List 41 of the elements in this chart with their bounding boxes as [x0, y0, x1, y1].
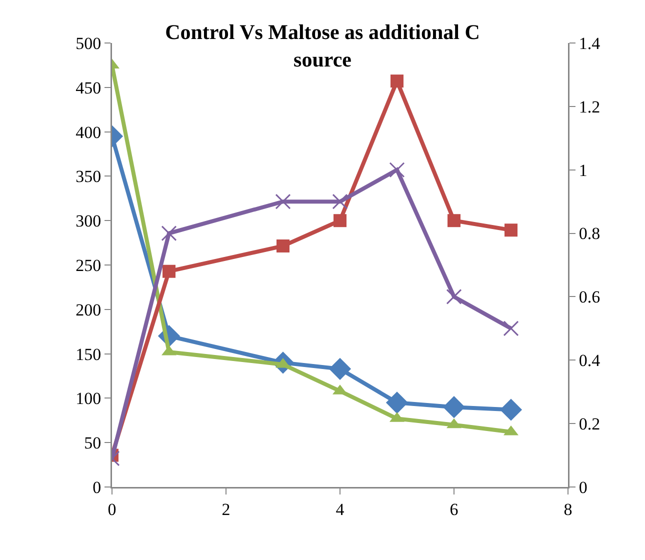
y-tick-label: 0: [92, 478, 102, 497]
y2-tick-label: 0: [578, 478, 588, 497]
y2-tick-label: 1.2: [578, 97, 600, 116]
point: [446, 288, 462, 304]
point: [442, 396, 466, 418]
y-tick-label: 150: [76, 344, 102, 364]
point: [390, 74, 404, 88]
y2-tick-label: 1: [578, 160, 588, 180]
point: [161, 226, 177, 242]
point: [500, 398, 522, 421]
y-tick-label: 50: [84, 434, 102, 453]
point: [503, 320, 519, 336]
point: [504, 224, 518, 237]
y-tick-label: 250: [76, 256, 102, 275]
point: [328, 358, 352, 380]
x-tick-label: 2: [222, 500, 230, 519]
y-tick-label: 400: [76, 122, 102, 142]
point: [448, 214, 460, 228]
y-tick-label: 500: [76, 34, 102, 53]
x-tick-label: 6: [450, 500, 458, 519]
y-tick-label: 450: [76, 78, 102, 98]
x-tick-label: 4: [336, 500, 345, 519]
point: [276, 239, 290, 252]
x-tick-label: 8: [564, 500, 572, 519]
chart-title: Control Vs Maltose as additional C source: [165, 20, 480, 72]
point: [386, 392, 408, 414]
point: [334, 214, 346, 228]
point: [389, 162, 405, 178]
y-tick-label: 300: [76, 212, 102, 231]
x-tick-label: 0: [108, 500, 116, 519]
point: [332, 194, 348, 210]
y-tick-label: 200: [76, 300, 102, 320]
point: [275, 194, 291, 210]
y2-tick-label: 0.8: [578, 224, 600, 244]
y2-tick-label: 0.2: [578, 414, 600, 434]
y-tick-label: 350: [76, 167, 102, 186]
y-tick-label: 100: [76, 389, 102, 408]
point: [162, 264, 176, 278]
y2-tick-label: 0.6: [578, 288, 600, 307]
y2-tick-label: 0.4: [578, 351, 601, 370]
y2-tick-label: 1.4: [578, 34, 601, 53]
